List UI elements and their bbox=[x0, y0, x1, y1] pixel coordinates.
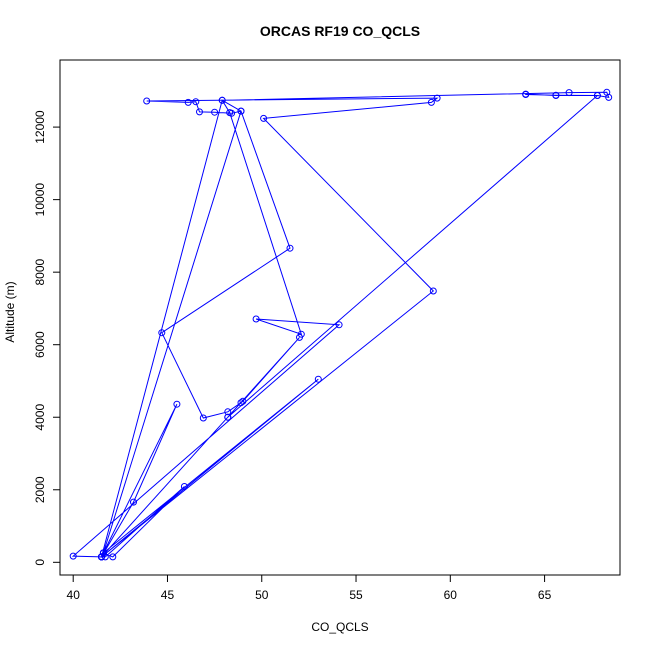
data-point bbox=[237, 107, 245, 115]
data-point bbox=[192, 98, 200, 106]
data-point bbox=[184, 98, 192, 106]
x-axis: 40 45 50 55 60 65 bbox=[67, 574, 552, 602]
data-point bbox=[252, 315, 260, 323]
y-tick-label: 2000 bbox=[33, 476, 47, 503]
data-point bbox=[237, 399, 245, 407]
data-point bbox=[314, 375, 322, 383]
y-tick-label: 0 bbox=[33, 559, 47, 566]
x-axis-label: CO_QCLS bbox=[311, 620, 368, 634]
data-point bbox=[335, 321, 343, 329]
data-point bbox=[99, 549, 107, 557]
data-point bbox=[224, 408, 232, 416]
data-point bbox=[98, 553, 105, 561]
data-point bbox=[605, 93, 613, 101]
data-point bbox=[173, 400, 181, 408]
data-point bbox=[101, 553, 109, 561]
y-tick-label: 12000 bbox=[33, 110, 47, 144]
series-layer bbox=[69, 88, 613, 561]
data-point bbox=[109, 553, 117, 561]
data-point bbox=[180, 483, 188, 490]
y-tick-label: 8000 bbox=[33, 258, 47, 285]
data-point bbox=[593, 92, 601, 99]
data-point bbox=[158, 329, 166, 337]
y-tick-label: 4000 bbox=[33, 404, 47, 431]
data-point bbox=[130, 498, 137, 506]
chart-title: ORCAS RF19 CO_QCLS bbox=[260, 23, 420, 39]
data-point bbox=[211, 108, 219, 116]
x-tick-label: 50 bbox=[255, 588, 269, 602]
data-point bbox=[143, 97, 151, 105]
data-point bbox=[226, 109, 234, 117]
data-point bbox=[433, 94, 441, 102]
y-axis: 0 2000 4000 6000 8000 10000 12000 bbox=[33, 110, 61, 566]
x-tick-label: 65 bbox=[538, 588, 552, 602]
data-point bbox=[69, 552, 77, 560]
data-point bbox=[196, 108, 203, 116]
x-tick-label: 55 bbox=[349, 588, 363, 602]
data-point bbox=[565, 89, 573, 97]
data-point bbox=[429, 287, 437, 295]
data-point bbox=[552, 91, 560, 99]
data-point bbox=[260, 114, 268, 122]
y-axis-label: Altitude (m) bbox=[3, 281, 17, 342]
x-tick-label: 40 bbox=[67, 588, 81, 602]
data-point bbox=[218, 96, 226, 104]
data-point bbox=[239, 397, 247, 405]
y-tick-label: 6000 bbox=[33, 331, 47, 358]
x-tick-label: 45 bbox=[161, 588, 175, 602]
data-point bbox=[297, 330, 305, 338]
data-point bbox=[427, 98, 435, 106]
y-tick-label: 10000 bbox=[33, 183, 47, 217]
data-point bbox=[286, 244, 294, 252]
data-point bbox=[224, 413, 232, 421]
data-point bbox=[199, 414, 207, 422]
data-point bbox=[522, 91, 530, 98]
x-tick-label: 60 bbox=[444, 588, 458, 602]
